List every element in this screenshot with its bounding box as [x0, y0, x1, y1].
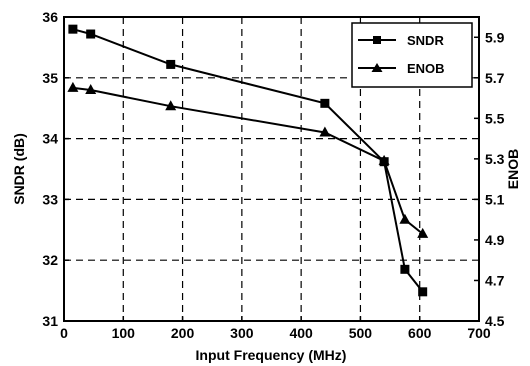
- x-tick-label: 600: [408, 325, 432, 341]
- y2-tick-label: 5.1: [485, 191, 505, 207]
- point-sndr: [68, 24, 78, 34]
- y-tick-label: 31: [42, 313, 58, 329]
- x-tick-label: 300: [230, 325, 254, 341]
- legend-box: [351, 22, 473, 88]
- plot-frame: [63, 16, 480, 322]
- y-tick-label: 32: [42, 252, 58, 268]
- y-tick-label: 35: [42, 70, 58, 86]
- y2-tick-label: 5.5: [485, 110, 505, 126]
- point-enob: [417, 227, 429, 238]
- point-enob: [85, 84, 97, 94]
- y-right-ticks: 4.5 4.7 4.9 5.1 5.3 5.5 5.7 5.9: [474, 29, 505, 329]
- point-enob: [319, 126, 331, 137]
- series-group: [67, 24, 429, 297]
- y-tick-label: 36: [42, 9, 58, 25]
- x-ticks: 0 100 200 300 400 500 600 700: [60, 316, 491, 341]
- point-enob: [378, 154, 390, 165]
- x-tick-label: 200: [171, 325, 195, 341]
- x-tick-label: 400: [289, 325, 313, 341]
- point-sndr: [418, 287, 428, 297]
- y-tick-label: 34: [42, 131, 58, 147]
- point-sndr: [320, 98, 330, 108]
- y-axis-label: SNDR (dB): [11, 133, 27, 205]
- y2-tick-label: 5.7: [485, 70, 505, 86]
- point-enob: [165, 100, 177, 111]
- y2-tick-label: 4.9: [485, 232, 505, 248]
- x-tick-label: 700: [467, 325, 491, 341]
- y2-tick-label: 5.9: [485, 29, 505, 45]
- y2-axis-label: ENOB: [505, 149, 521, 189]
- point-enob: [67, 81, 79, 92]
- x-axis-label: Input Frequency (MHz): [196, 347, 347, 363]
- point-sndr: [400, 264, 410, 274]
- legend-sndr-marker: [373, 36, 381, 44]
- point-sndr: [166, 59, 176, 69]
- x-tick-label: 500: [349, 325, 373, 341]
- x-tick-label: 0: [60, 325, 68, 341]
- y2-tick-label: 4.7: [485, 272, 505, 288]
- legend: SNDR ENOB: [351, 22, 473, 88]
- legend-enob-marker: [371, 63, 383, 72]
- y2-tick-label: 4.5: [485, 313, 505, 329]
- x-tick-label: 100: [112, 325, 136, 341]
- legend-sndr-label: SNDR: [407, 33, 444, 48]
- y-left-ticks: 31 32 33 34 35 36: [42, 9, 69, 329]
- series-line-enob: [72, 86, 424, 235]
- y-tick-label: 33: [42, 191, 58, 207]
- point-enob: [399, 213, 411, 224]
- legend-enob-label: ENOB: [407, 61, 445, 76]
- y2-tick-label: 5.3: [485, 151, 505, 167]
- point-sndr: [86, 29, 96, 39]
